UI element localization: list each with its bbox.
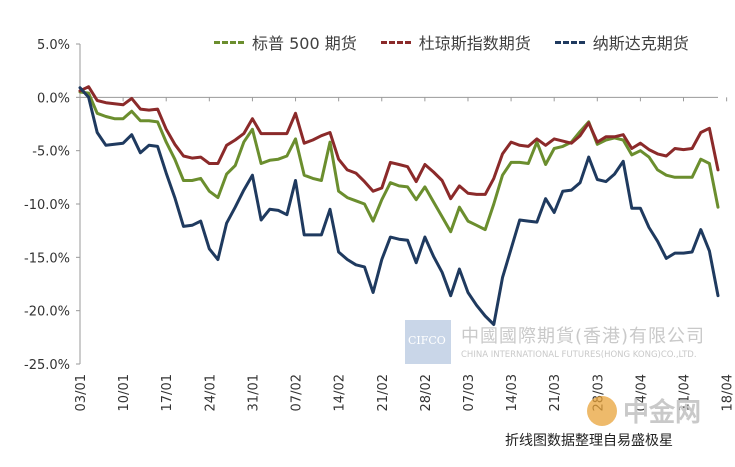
cifco-logo: CIFCO — [405, 320, 451, 364]
site-name: 中金网 — [623, 398, 702, 428]
legend-swatch-dow — [380, 40, 411, 44]
legend-swatch-nasdaq — [554, 40, 585, 44]
company-name-en: CHINA INTERNATIONAL FUTURES(HONG KONG)CO… — [461, 350, 697, 360]
x-tick-label: 14/02 — [333, 374, 348, 411]
y-tick-label: -15.0% — [24, 251, 70, 266]
x-tick-label: 17/01 — [160, 374, 175, 411]
legend-label-dow: 杜琼斯指数期货 — [418, 34, 531, 53]
x-tick-label: 28/02 — [419, 374, 434, 411]
series-line-2 — [78, 86, 720, 326]
series-line-1 — [78, 85, 720, 201]
x-tick-label: 10/01 — [117, 374, 132, 411]
site-logo-icon — [587, 395, 617, 426]
data-source-note: 折线图数据整理自易盛极星 — [505, 433, 673, 449]
y-tick-label: -10.0% — [24, 198, 70, 213]
legend-swatch-sp500 — [214, 40, 244, 44]
y-tick-label: -20.0% — [24, 305, 70, 320]
x-tick-label: 21/02 — [376, 374, 391, 411]
x-tick-label: 24/01 — [203, 374, 218, 411]
x-tick-label: 07/03 — [462, 374, 477, 411]
company-name-cn: 中國國際期貨(香港)有限公司 — [461, 326, 706, 347]
legend-label-nasdaq: 纳斯达克期货 — [592, 34, 689, 53]
company-watermark: CIFCO 中國國際期貨(香港)有限公司 CHINA INTERNATIONAL… — [405, 320, 715, 375]
legend-item-sp500: 标普 500 期货 — [214, 30, 357, 54]
x-tick-label: 03/01 — [74, 374, 89, 411]
chart-legend: 标普 500 期货 杜琼斯指数期货 纳斯达克期货 — [214, 30, 689, 54]
y-tick-label: -5.0% — [32, 145, 70, 160]
series-line-0 — [78, 90, 720, 234]
legend-item-nasdaq: 纳斯达克期货 — [554, 30, 689, 54]
y-tick-label: 5.0% — [37, 38, 70, 53]
x-tick-label: 21/03 — [548, 374, 563, 411]
legend-item-dow: 杜琼斯指数期货 — [380, 30, 531, 54]
site-watermark: 中金网 — [587, 392, 701, 429]
x-tick-label: 07/02 — [290, 374, 305, 411]
y-tick-label: 0.0% — [37, 91, 70, 106]
cifco-logo-text: CIFCO — [408, 334, 446, 347]
x-tick-label: 11/04 — [678, 374, 693, 411]
x-tick-label: 31/01 — [246, 374, 261, 411]
y-tick-label: -25.0% — [24, 358, 70, 373]
x-tick-label: 14/03 — [505, 374, 520, 411]
legend-label-sp500: 标普 500 期货 — [252, 34, 357, 53]
x-tick-label: 04/04 — [634, 374, 649, 411]
x-tick-label: 18/04 — [721, 374, 735, 411]
